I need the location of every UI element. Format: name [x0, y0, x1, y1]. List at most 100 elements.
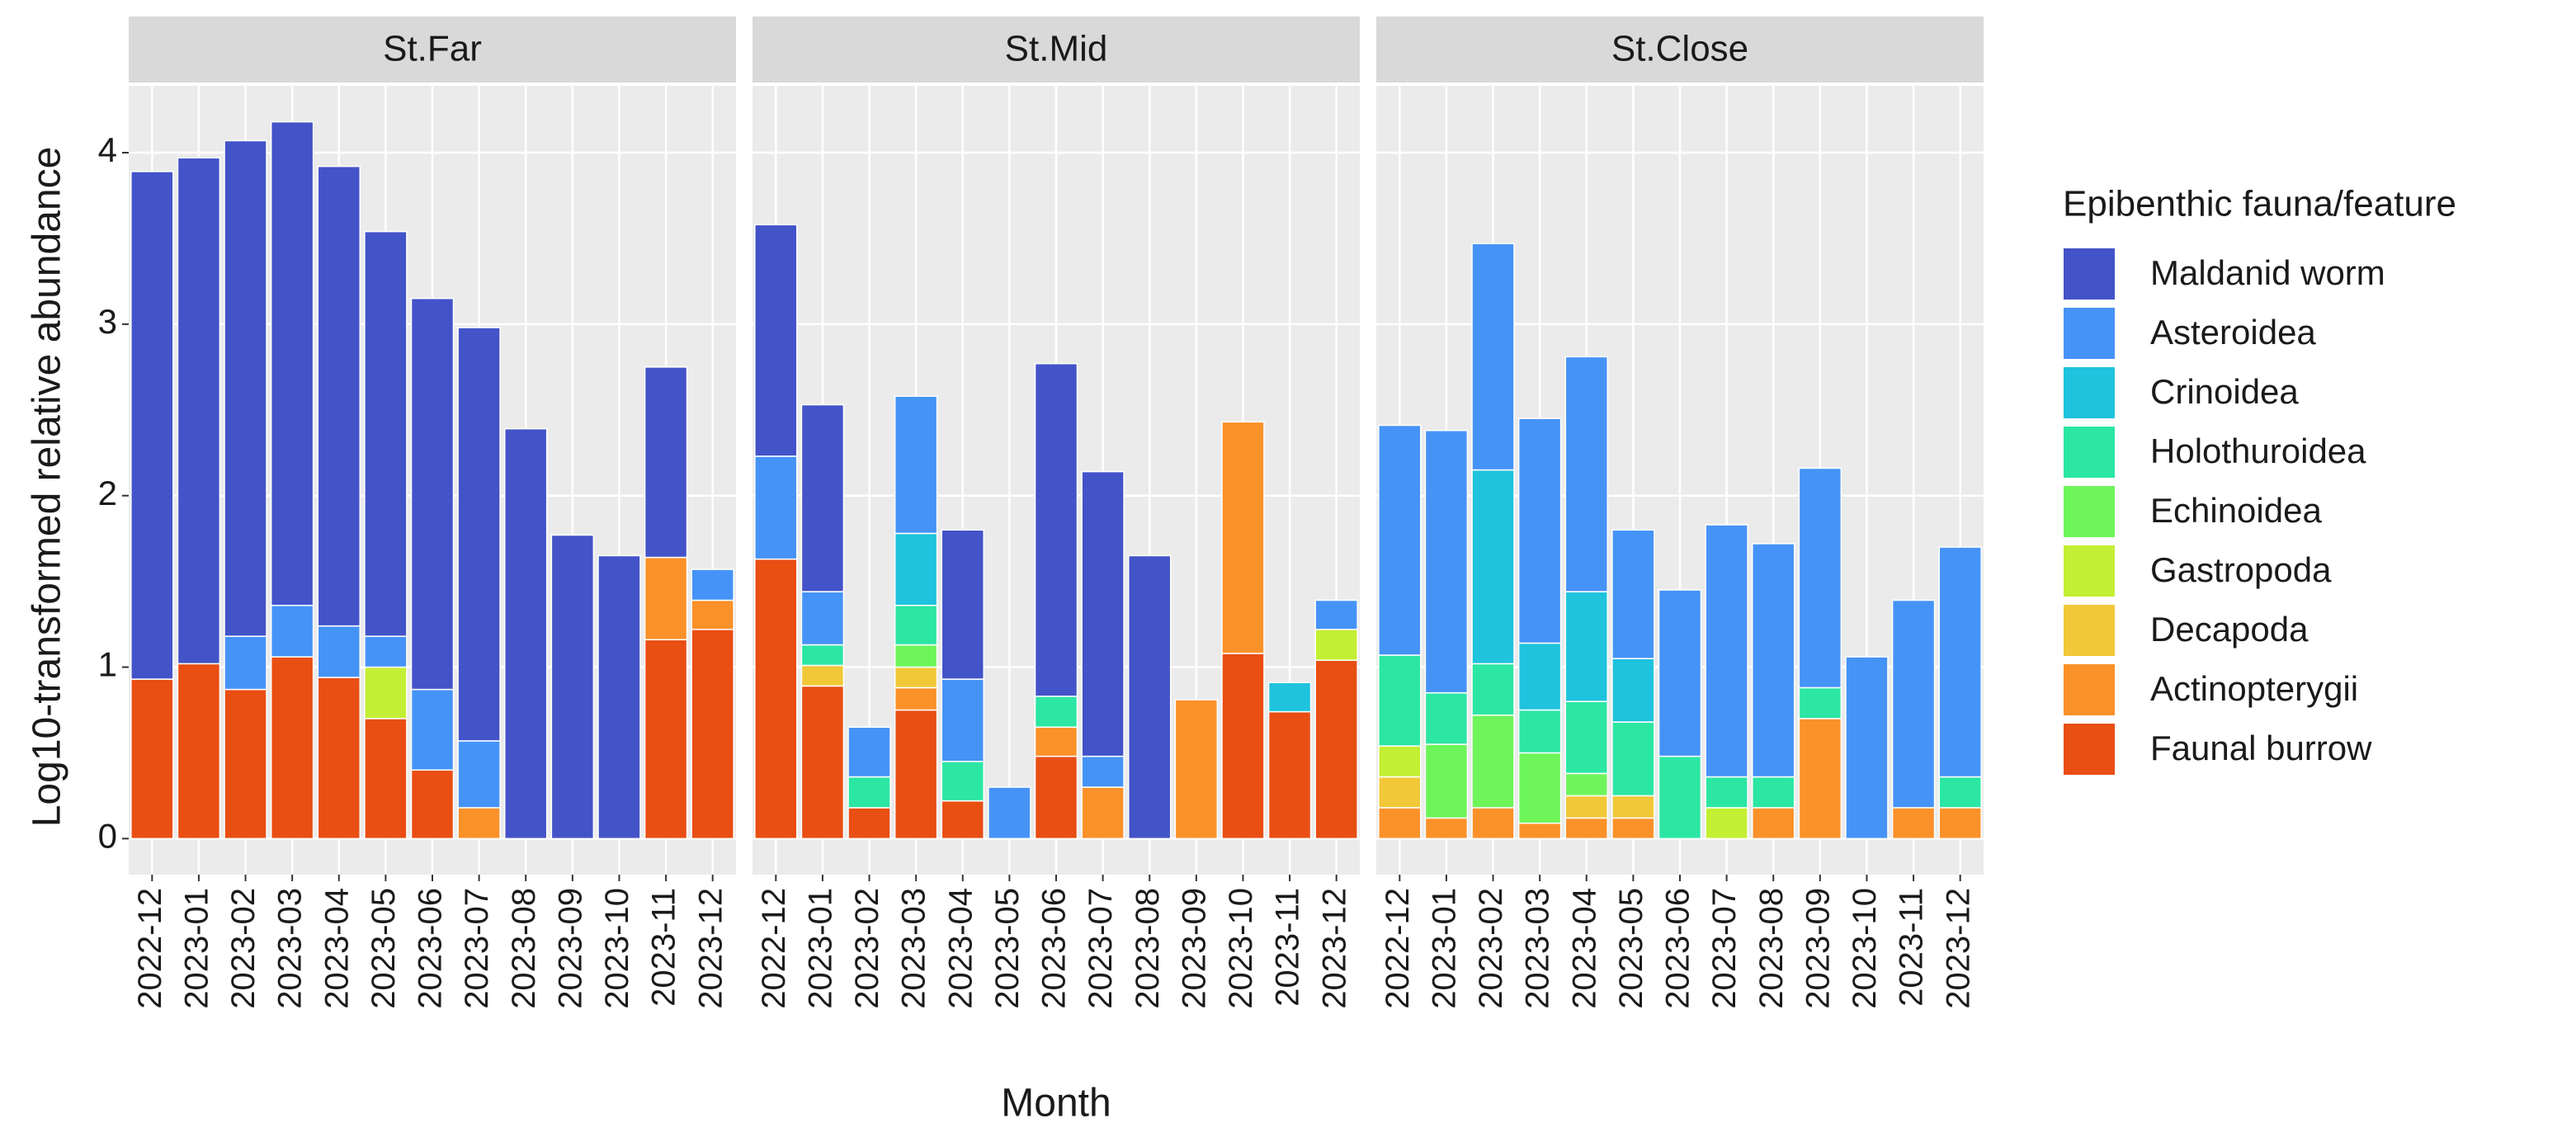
bar-segment	[1891, 599, 1936, 809]
bar-segment	[1611, 721, 1655, 797]
legend-label: Crinoidea	[2150, 372, 2299, 411]
x-tick-label: 2023-02	[849, 888, 885, 1009]
bar-segment	[1705, 524, 1748, 778]
x-tick-label: 2023-05	[1613, 888, 1649, 1009]
legend-key	[2062, 247, 2116, 301]
bar-segment	[270, 656, 314, 840]
x-tick-label: 2023-01	[178, 888, 215, 1009]
x-tick-label: 2023-07	[1083, 888, 1119, 1009]
legend-key	[2062, 603, 2116, 658]
bar-segment	[800, 644, 845, 667]
x-tick-label: 2022-12	[132, 888, 168, 1009]
bar-segment	[224, 139, 267, 637]
bar-segment	[1424, 817, 1469, 840]
bar-segment	[364, 718, 408, 840]
x-tick-label: 2023-01	[1426, 888, 1462, 1009]
bar-segment	[1517, 418, 1562, 644]
bar-segment	[644, 639, 688, 840]
bar-segment	[1564, 591, 1608, 702]
bar-segment	[1611, 795, 1655, 819]
bar-segment	[691, 599, 734, 630]
y-tick-label: 2	[98, 474, 117, 512]
x-tick-label: 2023-06	[1660, 888, 1696, 1009]
x-tick-label: 2023-12	[1940, 888, 1976, 1009]
legend-label: Actinopterygii	[2150, 669, 2358, 708]
bar-segment	[1752, 807, 1795, 840]
y-axis-title: Log10-transformed relative abundance	[26, 147, 69, 828]
bar-segment	[754, 558, 798, 840]
x-tick-label: 2023-10	[599, 888, 635, 1009]
bar-segment	[270, 120, 314, 606]
bar-segment	[1705, 776, 1748, 809]
x-tick-label: 2023-01	[802, 888, 838, 1009]
legend-label: Gastropoda	[2150, 550, 2332, 589]
bar-segment	[644, 366, 688, 559]
bar-segment	[1798, 467, 1842, 689]
bar-segment	[317, 165, 361, 627]
x-tick-label: 2023-03	[896, 888, 932, 1009]
x-tick-label: 2023-12	[1316, 888, 1352, 1009]
bar-segment	[1658, 589, 1702, 757]
bar-segment	[1564, 795, 1608, 819]
bar-segment	[894, 709, 938, 840]
x-tick-label: 2023-04	[942, 888, 979, 1009]
x-axis-title: Month	[1001, 1082, 1111, 1125]
bar-segment	[457, 807, 501, 840]
bar-segment	[1845, 656, 1889, 840]
bar-segment	[1314, 659, 1358, 840]
x-tick-label: 2022-12	[756, 888, 792, 1009]
x-tick-label: 2023-08	[1130, 888, 1166, 1009]
facet-title: St.Far	[383, 29, 482, 69]
bar-segment	[941, 529, 984, 680]
bar-segment	[894, 532, 938, 606]
bar-segment	[754, 224, 798, 457]
strip	[753, 17, 1360, 83]
x-tick-label: 2023-06	[413, 888, 449, 1009]
bar-segment	[894, 644, 938, 668]
bar-segment	[1471, 714, 1515, 809]
bar-segment	[410, 297, 455, 691]
bar-segment	[1938, 776, 1982, 809]
bar-segment	[457, 327, 501, 742]
bar-segment	[317, 625, 361, 678]
x-tick-label: 2023-09	[1176, 888, 1212, 1009]
x-tick-label: 2023-11	[646, 888, 682, 1007]
x-tick-label: 2023-03	[272, 888, 309, 1009]
legend-key	[2062, 306, 2116, 361]
bar-segment	[1517, 642, 1562, 711]
bar-segment	[457, 740, 501, 809]
bar-segment	[364, 230, 408, 637]
bar-segment	[317, 677, 361, 840]
bar-segment	[1081, 786, 1125, 840]
bar-segment	[1034, 696, 1078, 729]
bar-segment	[1378, 776, 1422, 809]
x-tick-label: 2023-05	[989, 888, 1026, 1009]
legend-key	[2062, 366, 2116, 420]
bar-segment	[894, 604, 938, 646]
bar-segment	[1705, 807, 1748, 840]
x-tick-label: 2023-09	[552, 888, 588, 1009]
x-tick-label: 2022-12	[1380, 888, 1416, 1009]
bar-segment	[597, 554, 641, 840]
bar-segment	[1798, 686, 1842, 719]
bar-segment	[1471, 469, 1515, 665]
bar-segment	[1752, 543, 1795, 778]
legend-label: Faunal burrow	[2150, 729, 2372, 767]
bar-segment	[941, 761, 984, 802]
bar-segment	[550, 534, 595, 840]
bar-segment	[1081, 470, 1125, 757]
x-tick-label: 2023-09	[1800, 888, 1836, 1009]
bar-segment	[1564, 817, 1608, 840]
x-tick-label: 2023-11	[1894, 888, 1930, 1007]
bar-segment	[691, 629, 734, 840]
bar-segment	[1564, 356, 1608, 592]
bar-segment	[410, 688, 455, 771]
bar-segment	[1378, 424, 1422, 656]
bar-segment	[847, 776, 891, 809]
legend-label: Echinoidea	[2150, 491, 2322, 530]
legend-key	[2062, 544, 2116, 598]
bar-segment	[1221, 421, 1265, 654]
bar-segment	[754, 455, 798, 560]
bar-segment	[364, 666, 408, 719]
